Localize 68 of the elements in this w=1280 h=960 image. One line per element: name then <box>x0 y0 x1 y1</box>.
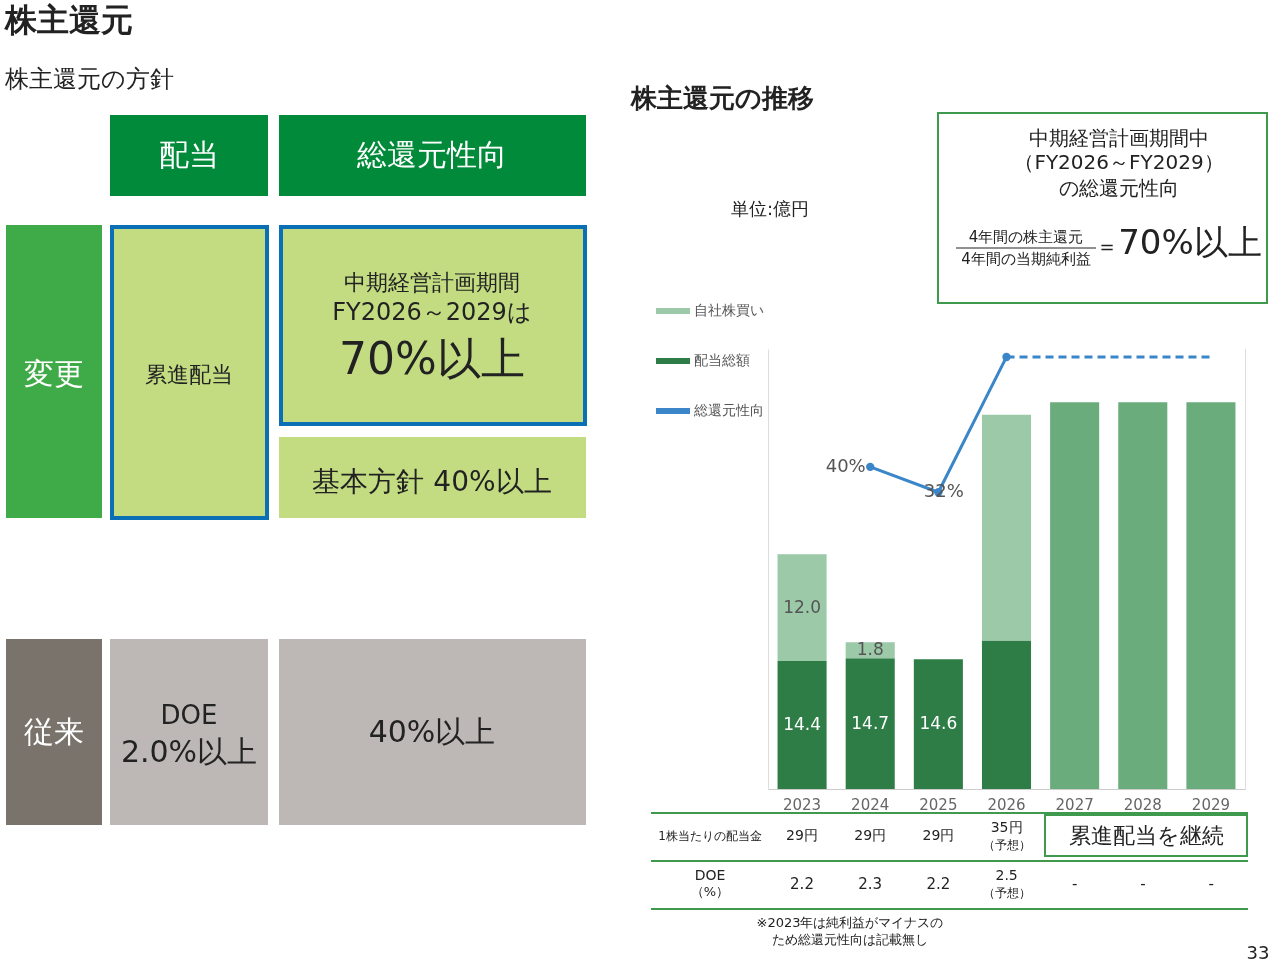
text: ※2023年は純利益がマイナスの <box>756 915 944 930</box>
text: 70%以上 <box>1118 222 1262 262</box>
x-tick-label: 2029 <box>1191 795 1231 814</box>
text: 中期経営計画期間 <box>344 270 520 295</box>
bar <box>981 640 1032 789</box>
text: 単位:億円 <box>730 198 810 219</box>
text: ため総還元性向は記載無し <box>772 932 928 947</box>
text: 2.2 <box>926 875 951 893</box>
bar <box>777 554 827 661</box>
text: 変更 <box>24 356 84 391</box>
x-tick-label: 2023 <box>782 795 822 814</box>
text: 29円 <box>854 827 887 843</box>
x-tick-label: 2026 <box>987 795 1026 814</box>
text: FY2026～2029は <box>332 298 532 326</box>
chart-title: 株主還元の推移 <box>629 83 814 113</box>
text: （予想） <box>982 838 1031 852</box>
text: - <box>1208 875 1214 893</box>
text: 株主還元の方針 <box>4 65 174 93</box>
text: 29円 <box>786 827 818 843</box>
text: = <box>1099 236 1115 257</box>
text: 中期経営計画期間中 <box>1029 126 1209 150</box>
x-tick-label: 2025 <box>919 795 958 814</box>
text: 33 <box>1246 942 1270 960</box>
text: （予想） <box>982 886 1031 900</box>
bar <box>777 661 827 789</box>
text: DOE <box>160 700 218 730</box>
text: 従来 <box>24 714 84 749</box>
text: 2.2 <box>790 875 814 893</box>
text: 40%以上 <box>368 714 496 749</box>
data-label: 14.4 <box>783 714 821 734</box>
data-label: 12.0 <box>783 596 821 617</box>
text: 累進配当を継続 <box>1068 823 1224 848</box>
x-tick-label: 2027 <box>1055 795 1094 814</box>
text: 2.3 <box>858 875 883 893</box>
text: - <box>1140 875 1146 893</box>
data-label: 14.6 <box>919 713 958 734</box>
bar <box>1118 402 1168 789</box>
text: 配当 <box>159 137 219 172</box>
data-label: 40% <box>825 454 866 476</box>
text: 1株当たりの配当金 <box>658 829 762 843</box>
text: 4年間の当期純利益 <box>961 250 1091 268</box>
legend-label: 自社株買い <box>694 302 764 318</box>
text: 株主還元 <box>4 1 133 39</box>
text: 総還元性向 <box>356 137 507 172</box>
x-tick-label: 2024 <box>851 795 890 814</box>
x-tick-label: 2028 <box>1123 795 1162 814</box>
text: DOE <box>694 867 726 883</box>
bar <box>1186 402 1236 789</box>
text: （FY2026～FY2029） <box>1014 150 1224 174</box>
data-label: 14.7 <box>851 712 890 733</box>
text: 2.0%以上 <box>120 734 258 769</box>
text: - <box>1072 875 1078 893</box>
text: 2.5 <box>995 867 1018 883</box>
text: 4年間の株主還元 <box>968 228 1084 246</box>
text: （%） <box>690 884 730 899</box>
bar <box>913 659 963 789</box>
text: 35円 <box>990 819 1023 835</box>
text: 70%以上 <box>339 333 525 384</box>
legend-label: 配当総額 <box>694 352 750 368</box>
legend-label: 総還元性向 <box>693 402 764 418</box>
text: 29円 <box>922 827 955 843</box>
bar <box>1050 402 1100 789</box>
text: の総還元性向 <box>1059 176 1179 200</box>
text: 基本方針 40%以上 <box>312 465 552 498</box>
data-label: 1.8 <box>856 639 884 660</box>
bar <box>845 658 895 789</box>
text: 累進配当 <box>145 362 233 387</box>
bar <box>981 414 1032 641</box>
